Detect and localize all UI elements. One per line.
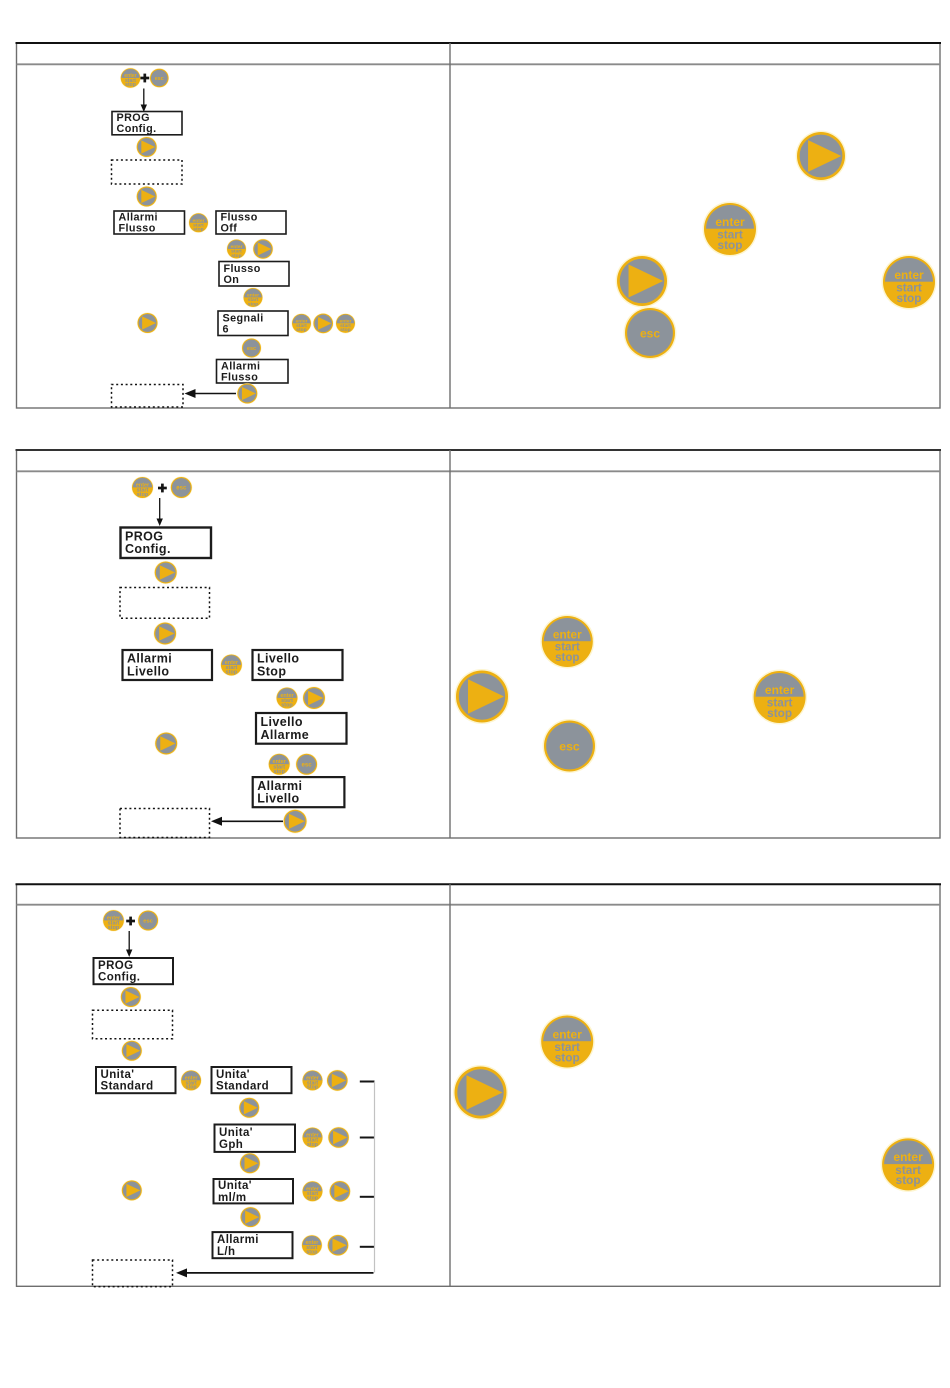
svg-text:Gph: Gph [219,1139,243,1151]
svg-text:On: On [224,274,240,286]
svg-text:Allarmi: Allarmi [221,360,260,372]
svg-text:Livello: Livello [261,715,303,729]
svg-text:Config.: Config. [98,972,140,984]
svg-text:PROG: PROG [125,529,163,543]
svg-text:Livello: Livello [127,664,169,678]
svg-text:Segnali: Segnali [223,312,264,324]
svg-text:Allarmi: Allarmi [257,779,302,793]
svg-text:Standard: Standard [101,1081,154,1093]
svg-text:Allarmi: Allarmi [127,652,172,666]
svg-text:Config.: Config. [117,123,157,135]
svg-text:Flusso: Flusso [224,263,261,275]
svg-text:Config.: Config. [125,542,171,556]
svg-text:Unita': Unita' [101,1069,135,1081]
svg-text:Standard: Standard [216,1081,269,1093]
svg-text:Flusso: Flusso [119,223,156,235]
svg-text:Off: Off [221,223,238,235]
svg-text:Unita': Unita' [219,1127,253,1139]
svg-text:Unita': Unita' [216,1069,250,1081]
svg-text:Livello: Livello [257,792,299,806]
svg-text:Flusso: Flusso [221,371,258,383]
svg-text:Allarmi: Allarmi [217,1234,259,1246]
svg-text:PROG: PROG [98,960,133,972]
svg-text:Allarme: Allarme [261,728,310,742]
svg-text:PROG: PROG [117,112,150,124]
svg-text:Unita': Unita' [218,1180,252,1192]
svg-text:6: 6 [223,323,229,335]
svg-text:Flusso: Flusso [221,212,258,224]
svg-text:Livello: Livello [257,652,299,666]
svg-text:Allarmi: Allarmi [119,212,158,224]
svg-text:ml/m: ml/m [218,1192,246,1204]
svg-text:L/h: L/h [217,1246,235,1258]
svg-text:Stop: Stop [257,664,286,678]
